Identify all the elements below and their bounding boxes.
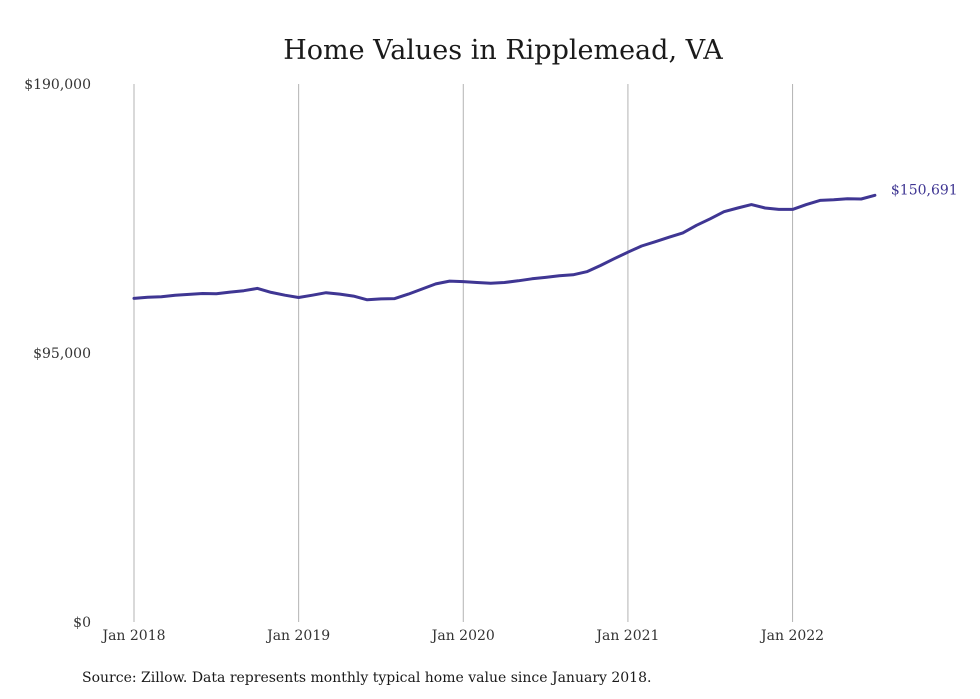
x-tick-label: Jan 2022 xyxy=(759,628,824,644)
x-tick-label: Jan 2019 xyxy=(265,628,330,644)
x-axis: Jan 2018 Jan 2019 Jan 2020 Jan 2021 Jan 2022 xyxy=(100,628,824,644)
x-tick-label: Jan 2021 xyxy=(594,628,659,644)
y-tick-label: $95,000 xyxy=(33,346,91,362)
chart-title: Home Values in Ripplemead, VA xyxy=(283,35,723,66)
x-tick-label: Jan 2018 xyxy=(100,628,165,644)
y-axis: $0 $95,000 $190,000 xyxy=(24,77,91,631)
series-end-label: $150,691 xyxy=(891,182,958,198)
series-group: $150,691 xyxy=(132,182,958,302)
y-tick-label: $190,000 xyxy=(24,77,91,93)
x-tick-label: Jan 2020 xyxy=(430,628,495,644)
x-gridlines xyxy=(133,84,794,622)
y-tick-label: $0 xyxy=(73,615,91,631)
source-note: Source: Zillow. Data represents monthly … xyxy=(82,670,651,686)
series-line xyxy=(132,193,877,302)
